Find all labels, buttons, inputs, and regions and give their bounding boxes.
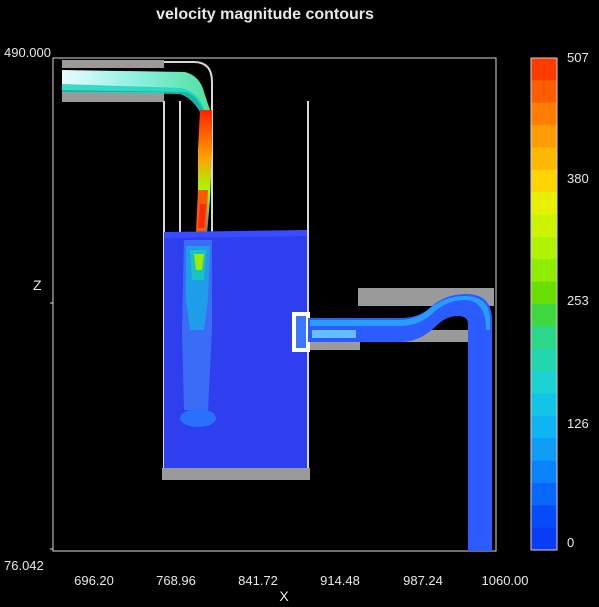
plot-frame [52, 57, 497, 552]
x-axis: 696.20 768.96 841.72 914.48 987.24 1060.… [74, 573, 528, 604]
colorbar-band [531, 527, 557, 551]
colorbar-band [531, 192, 557, 216]
colorbar-band [531, 348, 557, 372]
colorbar-band [531, 438, 557, 462]
colorbar-tick-label: 253 [567, 293, 589, 308]
colorbar-band [531, 125, 557, 148]
colorbar-tick-label: 126 [567, 416, 589, 431]
colorbar-band [531, 102, 557, 126]
colorbar-band [531, 371, 557, 394]
colorbar-band [531, 393, 557, 417]
colorbar-band [531, 236, 557, 260]
colorbar-band [531, 415, 557, 439]
colorbar-tick-label: 507 [567, 50, 589, 65]
y-axis: 490.000 76.042 Z [4, 45, 53, 573]
x-tick-label: 987.24 [403, 573, 443, 588]
colorbar-band [531, 304, 557, 327]
colorbar-tick-label: 380 [567, 171, 589, 186]
colorbar-band [531, 80, 557, 104]
x-tick-label: 768.96 [156, 573, 196, 588]
colorbar-band [531, 460, 557, 484]
colorbar-band [531, 147, 557, 171]
colorbar-band [531, 326, 557, 350]
y-tick-label: 76.042 [4, 558, 44, 573]
flow-domain [62, 60, 494, 551]
chart-title: velocity magnitude contours [156, 6, 374, 23]
colorbar-frame [530, 57, 558, 551]
colorbar-band [531, 482, 557, 506]
colorbar-bands [531, 58, 557, 551]
colorbar-band [531, 505, 557, 529]
colorbar-band [531, 214, 557, 238]
colorbar-band [531, 58, 557, 81]
x-tick-label: 914.48 [320, 573, 360, 588]
colorbar: 507 380 253 126 0 [530, 50, 589, 551]
colorbar-band [531, 281, 557, 305]
y-axis-label: Z [33, 277, 42, 293]
x-axis-label: X [279, 588, 289, 604]
x-tick-label: 841.72 [238, 573, 278, 588]
y-tick-label: 490.000 [4, 45, 51, 60]
x-tick-label: 696.20 [74, 573, 114, 588]
colorbar-band [531, 169, 557, 193]
x-tick-label: 1060.00 [482, 573, 529, 588]
colorbar-band [531, 259, 557, 283]
colorbar-tick-label: 0 [567, 535, 574, 550]
